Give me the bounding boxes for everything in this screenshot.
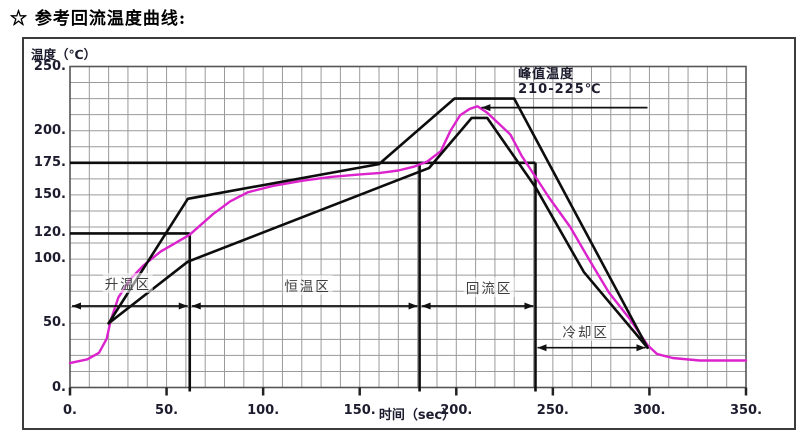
x-tick-label: 150. [343,403,376,418]
peak-annotation: 峰值温度 210-225℃ [518,67,601,97]
x-tick-label: 350. [729,403,763,418]
x-tick-label: 0. [63,403,77,418]
page-title: ☆ 参考回流温度曲线: [10,9,187,29]
x-tick-label: 250. [536,403,569,418]
y-tick-label: 175. [33,154,66,170]
x-tick-label: 300. [633,403,666,418]
y-tick-label: 0. [52,379,66,395]
zone-label: 回流区 [463,277,515,298]
zone-label: 升温区 [102,273,154,294]
y-tick-label: 250. [33,58,66,74]
zone-label: 冷却区 [560,321,611,341]
y-tick-label: 50. [42,315,66,331]
x-tick-label: 100. [247,403,280,418]
y-tick-label: 120. [33,225,66,241]
x-axis-label: 时间（sec） [378,408,456,423]
y-tick-label: 150. [33,186,66,202]
y-tick-label: 200. [33,122,66,138]
x-tick-label: 200. [440,403,473,418]
y-axis-label: 温度（℃） [31,47,97,62]
peak-annotation-line2: 210-225℃ [518,82,602,98]
y-tick-label: 100. [33,251,66,267]
peak-annotation-line1: 峰值温度 [518,67,575,83]
zone-label: 恒温区 [282,274,333,295]
x-tick-label: 50. [155,403,179,418]
